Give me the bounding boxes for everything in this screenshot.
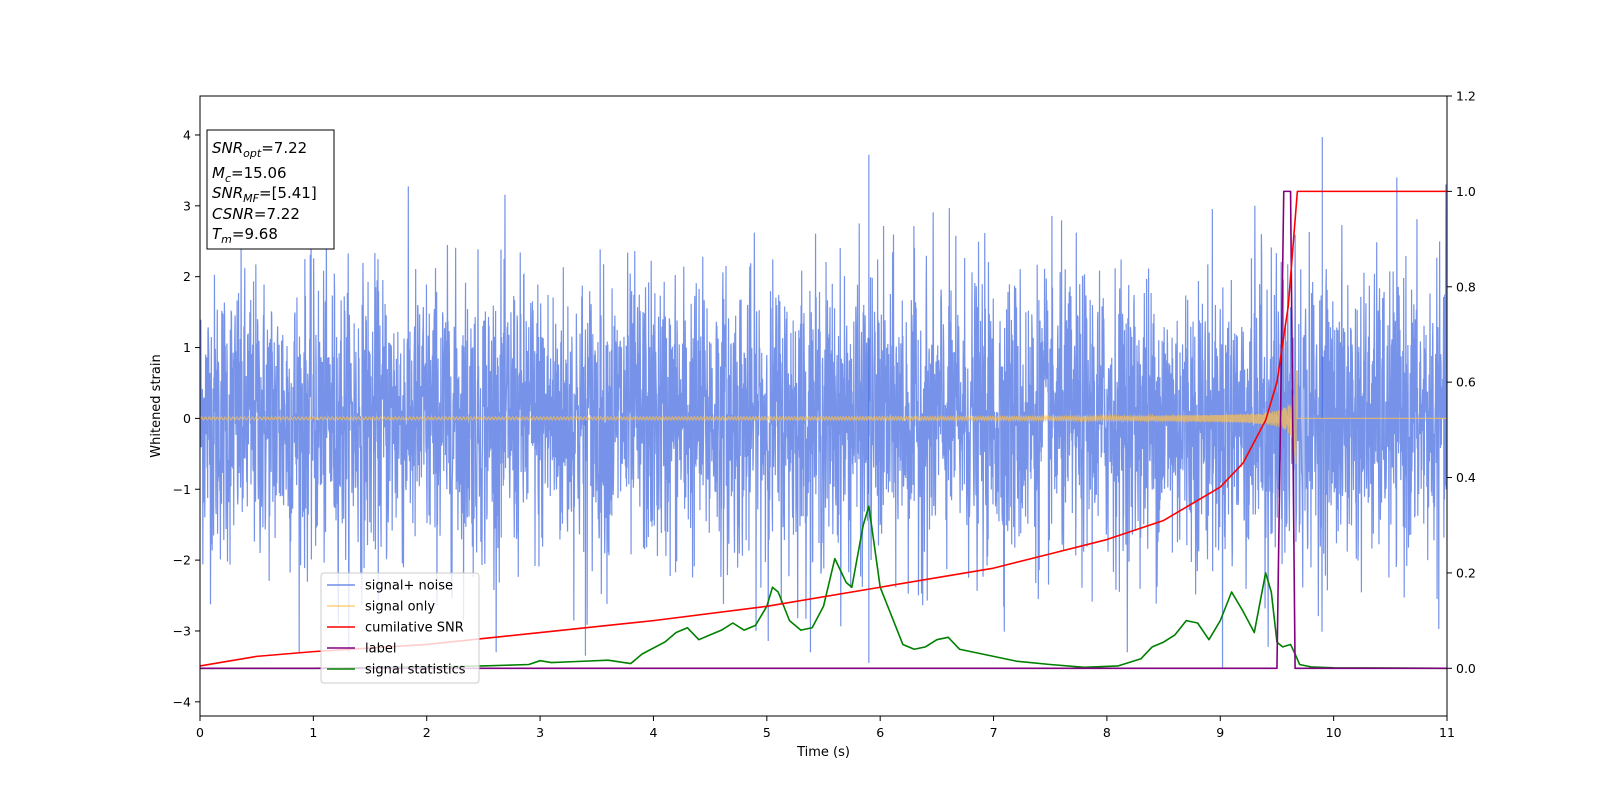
x-tick-label: 7: [990, 725, 998, 740]
legend-label: signal only: [365, 600, 435, 615]
x-axis-ticks: 0 1 2 3 4 5 6 7 8 9 10 11: [196, 716, 1455, 740]
x-tick-label: 9: [1216, 725, 1224, 740]
left-y-tick-label: 2: [183, 269, 191, 284]
left-y-axis-ticks: −4 −3 −2 −1 0 1 2 3 4: [173, 127, 200, 709]
y-axis-label: Whitened strain: [149, 354, 164, 457]
annotation-line: Mc=15.06: [212, 164, 287, 185]
legend-label: signal+ noise: [365, 579, 453, 594]
right-y-tick-label: 0.0: [1456, 661, 1476, 676]
annotation-line: CSNR=7.22: [212, 205, 300, 223]
right-y-axis-ticks: 0.0 0.2 0.4 0.6 0.8 1.0 1.2: [1447, 89, 1476, 676]
signal-statistics-series: [200, 505, 1447, 670]
axes-frame: [199, 95, 1448, 717]
x-axis-label: Time (s): [796, 745, 850, 760]
left-y-tick-label: 0: [183, 411, 191, 426]
right-y-tick-label: 1.0: [1456, 184, 1476, 199]
left-y-tick-label: −2: [173, 553, 191, 568]
signal-only-series: [200, 370, 1447, 465]
legend-label: cumilative SNR: [365, 621, 464, 636]
annotation-line: Tm=9.68: [212, 225, 278, 246]
legend: signal+ noise signal only cumilative SNR la…: [320, 572, 480, 684]
right-y-tick-label: 0.6: [1456, 375, 1476, 390]
label-series: [200, 190, 1447, 670]
legend-label: signal statistics: [365, 663, 466, 678]
annotation-frame: [206, 129, 335, 250]
annotation-line: SNRopt=7.22: [212, 139, 307, 160]
right-y-tick-label: 0.2: [1456, 565, 1476, 580]
x-tick-label: 4: [649, 725, 657, 740]
left-y-tick-label: 1: [183, 340, 191, 355]
x-tick-label: 10: [1326, 725, 1342, 740]
x-tick-label: 6: [876, 725, 884, 740]
left-y-tick-label: −3: [173, 623, 191, 638]
x-tick-label: 3: [536, 725, 544, 740]
right-y-tick-label: 0.4: [1456, 470, 1476, 485]
x-tick-label: 2: [423, 725, 431, 740]
annotation-box: SNRopt=7.22 Mc=15.06SNRMF=[5.41]CSNR=7.22…: [206, 129, 335, 250]
left-y-tick-label: 4: [183, 127, 191, 142]
legend-label: label: [365, 642, 396, 657]
annotation-line: SNRMF=[5.41]: [212, 184, 317, 205]
x-tick-label: 11: [1439, 725, 1455, 740]
right-y-tick-label: 0.8: [1456, 279, 1476, 294]
left-y-tick-label: 3: [183, 198, 191, 213]
left-y-tick-label: −1: [173, 482, 191, 497]
left-y-tick-label: −4: [173, 694, 191, 709]
x-tick-label: 5: [763, 725, 771, 740]
x-tick-label: 0: [196, 725, 204, 740]
x-tick-label: 8: [1103, 725, 1111, 740]
x-tick-label: 1: [309, 725, 317, 740]
legend-frame: [320, 572, 480, 684]
right-y-tick-label: 1.2: [1456, 89, 1476, 104]
